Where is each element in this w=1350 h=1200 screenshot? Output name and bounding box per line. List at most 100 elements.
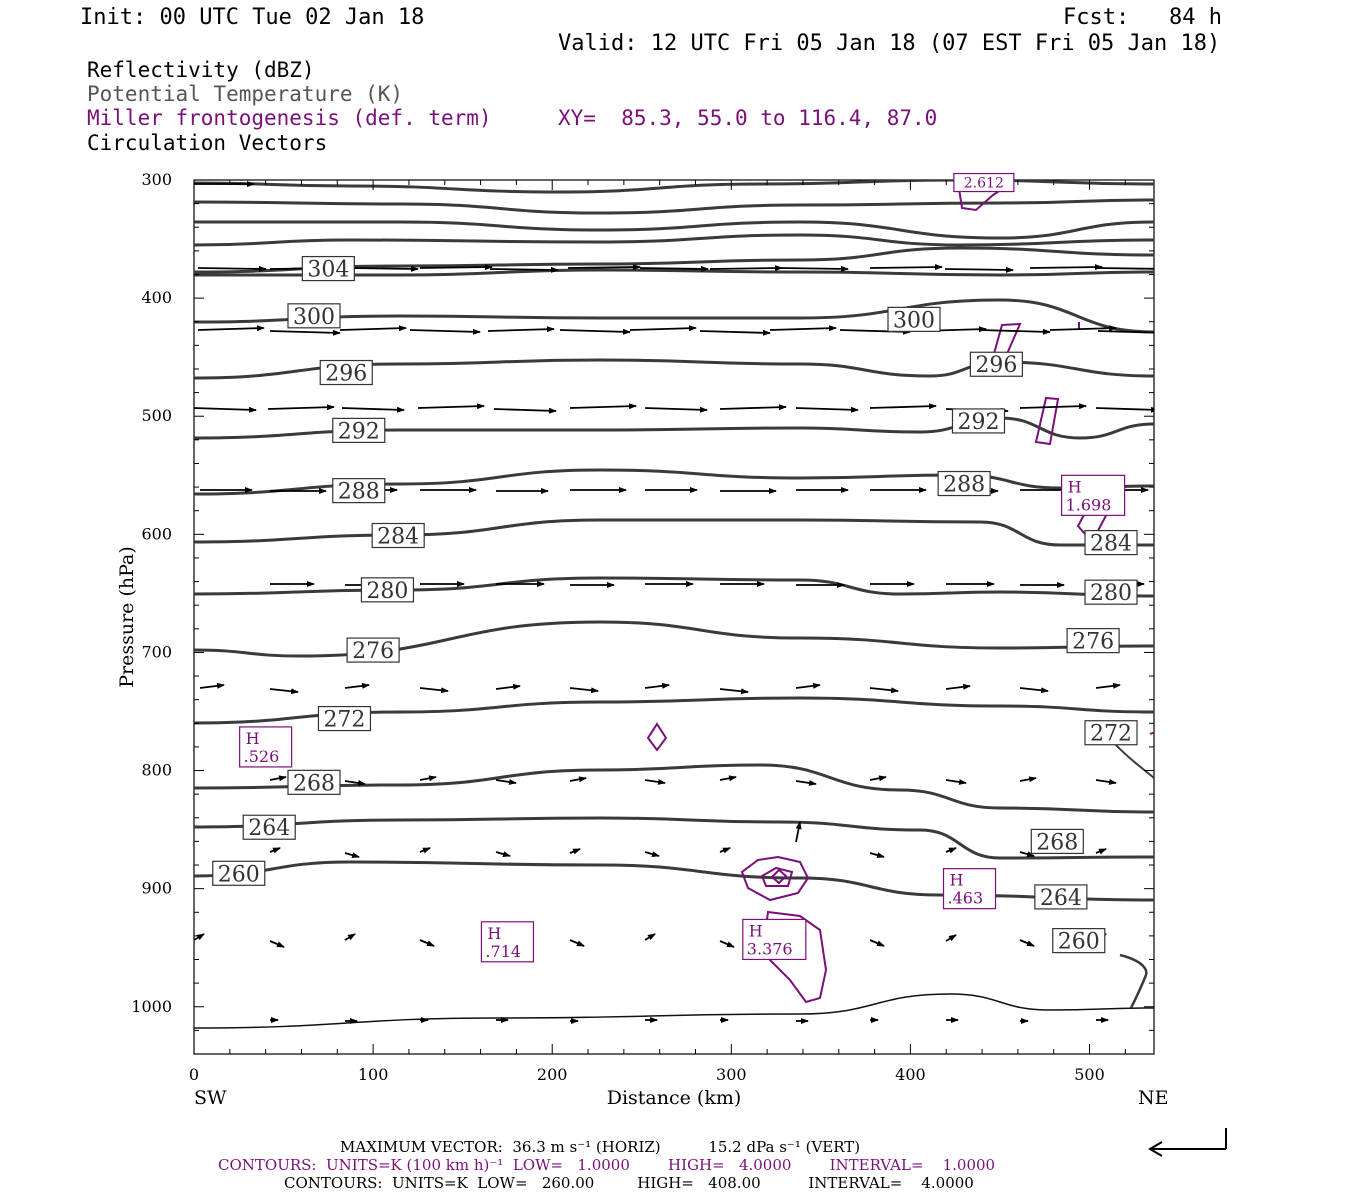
x-tick-label: 200 — [537, 1065, 568, 1084]
svg-text:284: 284 — [1090, 532, 1132, 557]
circulation-vector — [199, 682, 225, 689]
circulation-vector — [417, 403, 485, 410]
circulation-vector — [795, 821, 802, 843]
legend-theta: Potential Temperature (K) — [87, 82, 404, 106]
circulation-vector — [267, 404, 335, 411]
isentrope-label: 276 — [346, 637, 400, 664]
circulation-vector — [194, 406, 257, 413]
circulation-vector — [1049, 325, 1117, 332]
init-time: Init: 00 UTC Tue 02 Jan 18 — [80, 5, 425, 30]
circulation-vector — [1019, 851, 1035, 857]
circulation-vector — [869, 403, 937, 410]
circulation-vector — [1097, 267, 1154, 270]
svg-text:.463: .463 — [948, 889, 984, 908]
svg-text:H: H — [950, 871, 964, 890]
frontogenesis-contour — [1149, 731, 1154, 735]
isentrope-line — [194, 763, 1154, 814]
isentrope-label: 268 — [1030, 828, 1084, 855]
svg-text:280: 280 — [1090, 581, 1132, 606]
circulation-vector — [341, 406, 405, 413]
ne-label: NE — [1138, 1087, 1169, 1109]
svg-text:H: H — [487, 924, 501, 943]
isentrope-label: 272 — [1084, 720, 1138, 747]
frontogenesis-contours — [646, 181, 1154, 1004]
isentrope-line — [194, 220, 1154, 240]
circulation-vector — [569, 776, 587, 783]
frontogenesis-contour — [760, 866, 794, 887]
svg-text:272: 272 — [1090, 722, 1132, 747]
svg-text:H: H — [749, 921, 763, 940]
isentrope-label: 260 — [212, 860, 266, 887]
circulation-vector — [489, 266, 559, 273]
circulation-vector — [567, 264, 641, 271]
circulation-vector — [344, 682, 370, 689]
isentrope-label: 292 — [951, 408, 1006, 435]
isentrope-label: 280 — [1084, 579, 1138, 606]
isentrope-line — [194, 246, 1154, 274]
isentrope-line — [194, 416, 1154, 440]
circulation-vector — [1019, 687, 1049, 694]
circulation-vector — [269, 329, 341, 336]
circulation-vector — [699, 329, 771, 336]
circulation-vector — [979, 328, 1051, 335]
circulation-vector — [779, 265, 849, 272]
circulation-vector — [644, 933, 656, 941]
contour-labels: 304 300 300 296 296 292 292 288 288 284 284 280 280 2… — [212, 172, 1138, 963]
circulation-vector — [197, 265, 267, 272]
frontogenesis-max-label: 2.612 — [953, 172, 1015, 193]
circulation-vector — [795, 682, 821, 689]
svg-text:1.698: 1.698 — [1066, 495, 1112, 514]
y-axis-title: Pressure (hPa) — [116, 546, 138, 688]
frontogenesis-contour — [646, 722, 668, 752]
circulation-vector — [269, 688, 299, 695]
isentrope-label: 288 — [332, 478, 386, 505]
circulation-vector — [644, 682, 670, 689]
svg-text:280: 280 — [366, 579, 408, 604]
isentrope-label: 268 — [287, 769, 341, 796]
circulation-vector — [795, 406, 859, 413]
isentrope-line — [1119, 953, 1148, 1009]
forecast-hour: Fcst: 84 h — [1063, 5, 1222, 30]
frontogenesis-max-label: H.714 — [480, 921, 535, 963]
isentrope-label: 296 — [319, 359, 373, 387]
isentrope-line — [194, 816, 1154, 860]
isentrope-line — [194, 298, 1154, 334]
svg-text:H: H — [1068, 477, 1082, 496]
reference-vector — [1148, 1128, 1227, 1157]
circulation-vector — [419, 939, 435, 947]
isentrope-label: 272 — [317, 705, 372, 733]
isentrope-line — [194, 860, 1154, 902]
isentrope-label: 284 — [371, 522, 425, 550]
footer-contours-fg: CONTOURS: UNITS=K (100 km h)⁻¹ LOW= 1.00… — [218, 1156, 996, 1174]
circulation-vector — [629, 325, 697, 332]
svg-text:292: 292 — [957, 410, 999, 435]
circulation-vector — [495, 851, 511, 857]
circulation-vector — [709, 265, 783, 272]
circulation-vector — [944, 266, 1014, 273]
svg-text:.526: .526 — [244, 747, 280, 766]
x-axis-title: Distance (km) — [607, 1087, 742, 1109]
frontogenesis-max-label: H.463 — [942, 868, 997, 910]
circulation-vector — [194, 933, 205, 941]
footer-contours-theta: CONTOURS: UNITS=K LOW= 260.00 HIGH= 408.… — [284, 1174, 974, 1192]
y-tick-label: 700 — [141, 642, 172, 661]
circulation-vector — [493, 407, 557, 414]
circulation-vector — [869, 687, 899, 694]
circulation-vector — [945, 847, 957, 854]
circulation-vector — [344, 852, 360, 858]
circulation-vector — [419, 847, 431, 854]
circulation-vector — [487, 326, 555, 333]
legend-reflectivity: Reflectivity (dBZ) — [87, 58, 315, 82]
circulation-vector — [569, 848, 581, 855]
y-tick-label: 800 — [141, 761, 172, 780]
y-tick-label: 900 — [141, 879, 172, 898]
circulation-vector — [269, 847, 281, 854]
isentrope-label: 280 — [360, 577, 415, 604]
legend-xy: XY= 85.3, 55.0 to 116.4, 87.0 — [558, 106, 938, 130]
circulation-vector — [719, 775, 737, 782]
svg-text:264: 264 — [248, 816, 290, 841]
svg-text:260: 260 — [218, 862, 260, 887]
isentrope-line — [194, 268, 1154, 277]
svg-text:3.376: 3.376 — [747, 939, 793, 958]
